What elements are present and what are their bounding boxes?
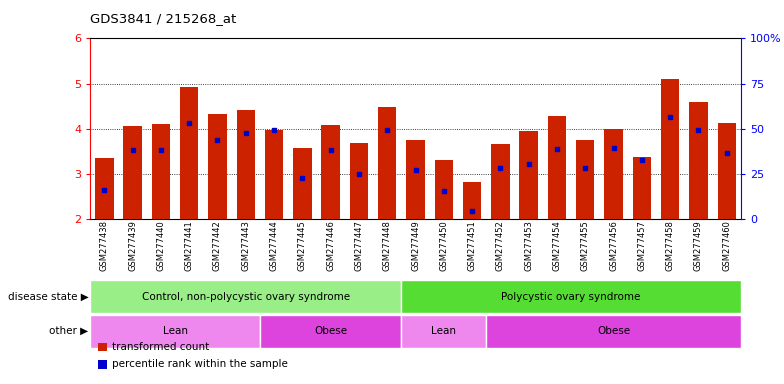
Bar: [123, 126, 142, 219]
Text: transformed count: transformed count: [112, 342, 209, 352]
Bar: [486, 315, 741, 348]
Text: percentile rank within the sample: percentile rank within the sample: [112, 359, 288, 369]
Text: other ▶: other ▶: [49, 326, 89, 336]
Bar: [260, 315, 401, 348]
Bar: [90, 315, 260, 348]
Bar: [265, 129, 283, 219]
Bar: [520, 131, 538, 219]
Bar: [90, 280, 401, 313]
Bar: [237, 110, 255, 219]
Bar: [604, 129, 622, 219]
Bar: [401, 315, 486, 348]
Bar: [209, 114, 227, 219]
Text: Polycystic ovary syndrome: Polycystic ovary syndrome: [502, 291, 641, 302]
Bar: [95, 158, 114, 219]
Bar: [293, 148, 311, 219]
Bar: [661, 79, 680, 219]
Bar: [717, 123, 736, 219]
Text: Obese: Obese: [314, 326, 347, 336]
Bar: [406, 140, 425, 219]
Text: GDS3841 / 215268_at: GDS3841 / 215268_at: [90, 12, 237, 25]
Text: Lean: Lean: [162, 326, 187, 336]
Bar: [401, 280, 741, 313]
Bar: [180, 87, 198, 219]
Bar: [350, 143, 368, 219]
Bar: [633, 157, 651, 219]
Bar: [151, 124, 170, 219]
Bar: [463, 182, 481, 219]
Bar: [548, 116, 566, 219]
Text: disease state ▶: disease state ▶: [8, 291, 89, 302]
Text: Control, non-polycystic ovary syndrome: Control, non-polycystic ovary syndrome: [142, 291, 350, 302]
Bar: [689, 103, 708, 219]
Bar: [576, 140, 594, 219]
Bar: [321, 125, 339, 219]
Bar: [492, 144, 510, 219]
Text: Lean: Lean: [431, 326, 456, 336]
Bar: [378, 107, 397, 219]
Text: Obese: Obese: [597, 326, 630, 336]
Bar: [434, 160, 453, 219]
